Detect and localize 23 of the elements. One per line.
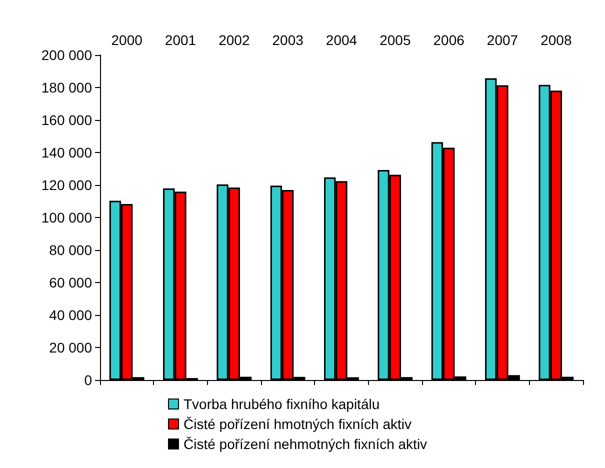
y-tick-label: 180 000 — [41, 80, 92, 96]
y-tick-label: 140 000 — [41, 144, 92, 160]
y-tick-label: 60 000 — [49, 274, 92, 290]
x-tick-label: 2003 — [272, 32, 304, 48]
legend-label: Čisté pořízení nehmotných fixních aktiv — [184, 436, 428, 452]
legend-label: Čisté pořízení hmotných fixních aktiv — [184, 416, 412, 432]
x-tick-label: 2001 — [164, 32, 196, 48]
y-tick-label: 160 000 — [41, 112, 92, 128]
y-tick-label: 0 — [84, 372, 92, 388]
x-tick-label: 2007 — [486, 32, 518, 48]
y-tick-label: 120 000 — [41, 177, 92, 193]
y-tick-label: 80 000 — [49, 242, 92, 258]
x-tick-label: 2000 — [111, 32, 143, 48]
x-tick-label: 2008 — [540, 32, 572, 48]
y-tick-label: 100 000 — [41, 210, 92, 226]
x-tick-label: 2006 — [433, 32, 465, 48]
x-tick-label: 2002 — [218, 32, 250, 48]
y-tick-label: 40 000 — [49, 307, 92, 323]
x-tick-label: 2005 — [380, 32, 411, 48]
y-tick-label: 200 000 — [41, 47, 92, 63]
y-tick-label: 20 000 — [49, 340, 92, 356]
x-tick-label: 2004 — [326, 32, 358, 48]
legend-label: Tvorba hrubého fixního kapitálu — [184, 396, 380, 412]
